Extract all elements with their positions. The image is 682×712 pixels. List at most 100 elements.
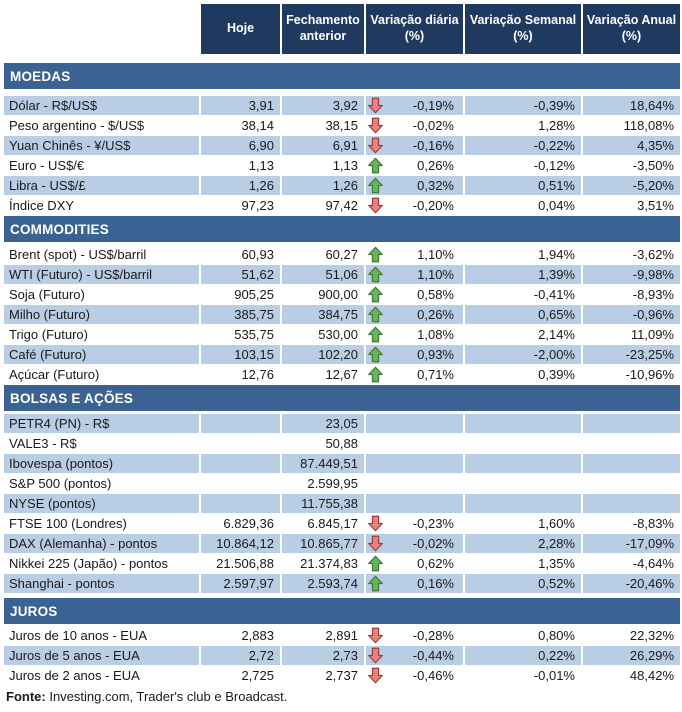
fechamento-anterior-cell: 530,00 xyxy=(318,327,358,342)
variacao-semanal-cell: -2,00% xyxy=(465,345,581,364)
variacao-anual-cell: -9,98% xyxy=(583,265,680,284)
variacao-diaria-cell: -0,16% xyxy=(366,136,463,155)
table-row: Brent (spot) - US$/barril 60,93 60,27 1,10%… xyxy=(4,245,680,264)
up-arrow-icon xyxy=(368,326,383,343)
hoje-cell: 1,26 xyxy=(201,176,280,195)
instrument-label-cell: Juros de 10 anos - EUA xyxy=(9,628,148,643)
up-arrow-icon xyxy=(368,575,383,592)
variacao-diaria-value: -0,19% xyxy=(412,98,454,113)
variacao-anual-cell: 4,35% xyxy=(583,136,680,155)
variacao-semanal-cell: -0,01% xyxy=(533,668,575,683)
table-row: Shanghai - pontos 2.597,97 2.593,74 0,16% 0,… xyxy=(4,574,680,593)
table-row: PETR4 (PN) - R$ 23,05 xyxy=(4,414,680,433)
variacao-diaria-cell: 0,26% xyxy=(366,305,463,324)
fechamento-anterior-cell: 2.593,74 xyxy=(282,574,364,593)
table-row: FTSE 100 (Londres) 6.829,36 6.845,17 -0,23%… xyxy=(4,514,680,533)
variacao-anual-cell: -20,46% xyxy=(583,574,680,593)
table-row: Café (Futuro) 103,15 102,20 0,93% -2,00% -23,… xyxy=(4,345,680,364)
header-spacer xyxy=(4,4,199,54)
instrument-label-cell: Milho (Futuro) xyxy=(4,305,199,324)
section-header-1: COMMODITIES xyxy=(4,216,680,242)
variacao-diaria-value: 0,62% xyxy=(417,556,454,571)
variacao-anual-cell: -0,96% xyxy=(583,305,680,324)
variacao-semanal-cell xyxy=(465,434,581,453)
up-arrow-icon xyxy=(368,555,383,572)
hoje-cell: 3,91 xyxy=(201,96,280,115)
variacao-anual-cell: -8,83% xyxy=(632,516,674,531)
table-row: DAX (Alemanha) - pontos 10.864,12 10.865,7… xyxy=(4,534,680,553)
hoje-cell: 2.597,97 xyxy=(201,574,280,593)
variacao-semanal-cell: 2,28% xyxy=(465,534,581,553)
up-arrow-icon xyxy=(368,286,383,303)
variacao-semanal-cell xyxy=(465,414,581,433)
table-body: MOEDAS Dólar - R$/US$ 3,91 3,92 -0,19% -0,39%… xyxy=(4,63,682,685)
variacao-diaria-cell: 1,10% xyxy=(366,245,463,264)
instrument-label-cell: S&P 500 (pontos) xyxy=(9,476,112,491)
instrument-label-cell: NYSE (pontos) xyxy=(4,494,199,513)
fechamento-anterior-cell: 50,88 xyxy=(325,436,358,451)
variacao-semanal-cell: 0,52% xyxy=(465,574,581,593)
section-header-3: JUROS xyxy=(4,598,680,624)
variacao-semanal-cell: -0,22% xyxy=(465,136,581,155)
fechamento-anterior-cell: 97,42 xyxy=(325,198,358,213)
variacao-diaria-cell: -0,46% xyxy=(366,666,463,685)
variacao-diaria-cell: 1,08% xyxy=(366,325,463,344)
variacao-diaria-cell: 0,93% xyxy=(366,345,463,364)
hoje-cell xyxy=(201,414,280,433)
up-arrow-icon xyxy=(368,266,383,283)
hoje-cell: 51,62 xyxy=(201,265,280,284)
down-arrow-icon xyxy=(368,647,383,664)
table-row: Peso argentino - $/US$ 38,14 38,15 -0,02% 1,… xyxy=(4,116,680,135)
hoje-cell: 21.506,88 xyxy=(216,556,274,571)
variacao-anual-cell: -4,64% xyxy=(632,556,674,571)
down-arrow-icon xyxy=(368,117,383,134)
variacao-semanal-cell: 0,80% xyxy=(538,628,575,643)
variacao-diaria-value: 0,58% xyxy=(417,287,454,302)
table-row: Ibovespa (pontos) 87.449,51 xyxy=(4,454,680,473)
table-row: NYSE (pontos) 11.755,38 xyxy=(4,494,680,513)
table-row: Juros de 10 anos - EUA 2,883 2,891 -0,28% 0,… xyxy=(4,626,680,645)
instrument-label-cell: VALE3 - R$ xyxy=(9,436,77,451)
variacao-semanal-cell: 0,04% xyxy=(538,198,575,213)
variacao-diaria-cell: 0,62% xyxy=(366,554,463,573)
hoje-cell: 6,90 xyxy=(201,136,280,155)
instrument-label-cell: FTSE 100 (Londres) xyxy=(9,516,127,531)
hoje-cell: 103,15 xyxy=(201,345,280,364)
down-arrow-icon xyxy=(368,97,383,114)
instrument-label-cell: Juros de 2 anos - EUA xyxy=(9,668,140,683)
variacao-diaria-cell: -0,20% xyxy=(366,196,463,215)
instrument-label-cell: Peso argentino - $/US$ xyxy=(9,118,145,133)
hoje-cell: 905,25 xyxy=(234,287,274,302)
fechamento-anterior-cell: 2.599,95 xyxy=(307,476,358,491)
table-row: Dólar - R$/US$ 3,91 3,92 -0,19% -0,39% 18,64% xyxy=(4,96,680,115)
fechamento-anterior-cell: 2,737 xyxy=(325,668,358,683)
variacao-semanal-cell xyxy=(465,454,581,473)
variacao-diaria-value: 0,32% xyxy=(417,178,454,193)
up-arrow-icon xyxy=(368,366,383,383)
hoje-cell: 38,14 xyxy=(241,118,274,133)
up-arrow-icon xyxy=(368,157,383,174)
variacao-semanal-cell: 1,35% xyxy=(538,556,575,571)
source-label: Fonte: xyxy=(6,689,46,704)
instrument-label-cell: Ibovespa (pontos) xyxy=(4,454,199,473)
variacao-anual-cell xyxy=(583,454,680,473)
variacao-semanal-cell: 0,65% xyxy=(465,305,581,324)
variacao-diaria-value: -0,28% xyxy=(412,628,454,643)
variacao-diaria-cell: -0,02% xyxy=(366,116,463,135)
variacao-anual-cell: -8,93% xyxy=(632,287,674,302)
hoje-cell: 2,72 xyxy=(201,646,280,665)
hoje-cell: 1,13 xyxy=(248,158,274,173)
instrument-label-cell: Yuan Chinês - ¥/US$ xyxy=(4,136,199,155)
fechamento-anterior-cell: 2,891 xyxy=(325,628,358,643)
table-row: VALE3 - R$ 50,88 xyxy=(4,434,680,453)
variacao-diaria-cell xyxy=(366,494,463,513)
instrument-label-cell: Soja (Futuro) xyxy=(9,287,85,302)
column-header-variacao-semanal: Variação Semanal (%) xyxy=(465,4,581,54)
variacao-anual-cell: -5,20% xyxy=(583,176,680,195)
fechamento-anterior-cell: 12,67 xyxy=(325,367,358,382)
variacao-diaria-value: -0,02% xyxy=(412,118,454,133)
fechamento-anterior-cell: 384,75 xyxy=(282,305,364,324)
down-arrow-icon xyxy=(368,515,383,532)
variacao-semanal-cell: 0,51% xyxy=(465,176,581,195)
